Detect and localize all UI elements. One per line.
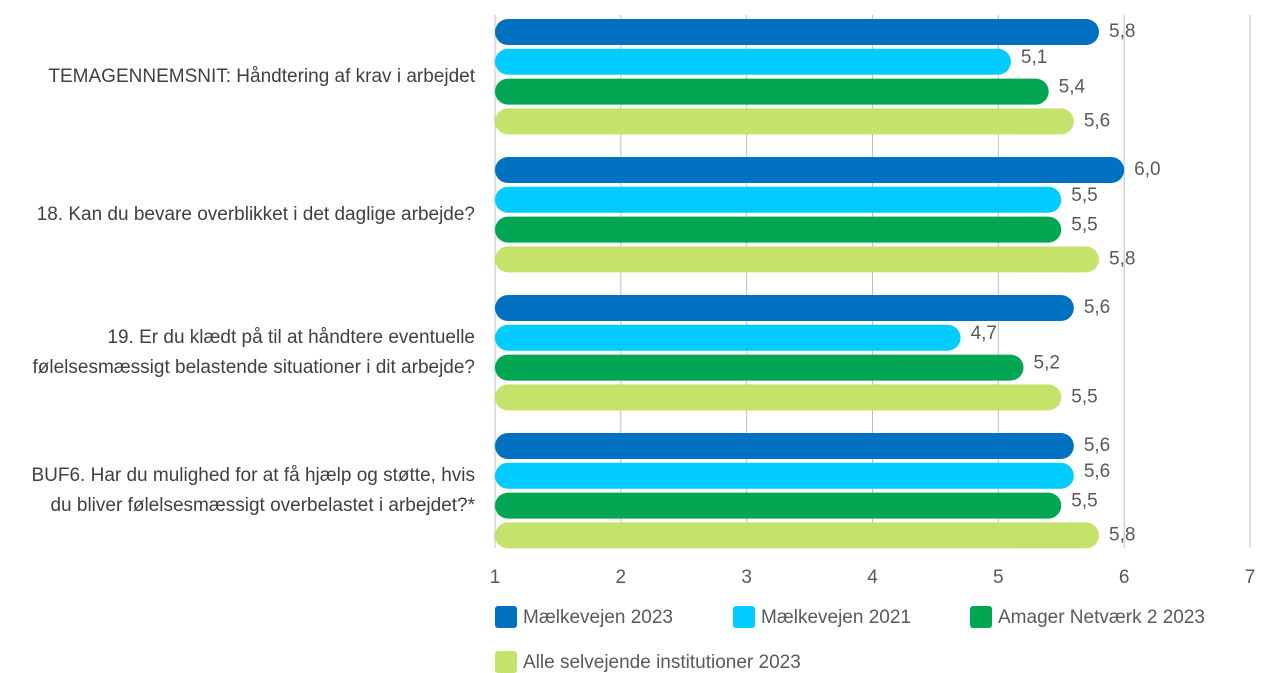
bar bbox=[495, 354, 1024, 381]
legend-label: Mælkevejen 2023 bbox=[523, 607, 673, 628]
legend-swatch bbox=[495, 651, 517, 673]
bar bbox=[495, 384, 1062, 411]
x-tick-label: 5 bbox=[993, 567, 1004, 588]
bar bbox=[495, 157, 1125, 183]
bar bbox=[495, 433, 1074, 459]
value-label: 5,5 bbox=[1071, 185, 1097, 206]
legend-swatch bbox=[970, 606, 992, 628]
value-label: 5,8 bbox=[1109, 21, 1135, 42]
value-label: 5,2 bbox=[1034, 353, 1060, 374]
bar bbox=[495, 462, 1074, 489]
value-label: 5,6 bbox=[1084, 297, 1110, 318]
legend-label: Amager Netværk 2 2023 bbox=[998, 607, 1205, 628]
x-tick-label: 7 bbox=[1245, 567, 1256, 588]
legend-swatch bbox=[733, 606, 755, 628]
value-label: 6,0 bbox=[1134, 159, 1160, 180]
value-label: 5,1 bbox=[1021, 47, 1047, 68]
value-label: 5,5 bbox=[1071, 215, 1097, 236]
x-tick-label: 2 bbox=[616, 567, 627, 588]
bar bbox=[495, 78, 1049, 105]
legend-label: Alle selvejende institutioner 2023 bbox=[523, 652, 801, 673]
bar bbox=[495, 295, 1074, 321]
value-label: 5,6 bbox=[1084, 110, 1110, 131]
category-label: 19. Er du klædt på til at håndtere event… bbox=[32, 326, 475, 378]
bar bbox=[495, 492, 1062, 519]
legend-label: Mælkevejen 2021 bbox=[761, 607, 911, 628]
x-tick-label: 6 bbox=[1119, 567, 1130, 588]
category-label: BUF6. Har du mulighed for at få hjælp og… bbox=[31, 464, 475, 516]
value-label: 5,6 bbox=[1084, 461, 1110, 482]
value-label: 5,4 bbox=[1059, 77, 1086, 98]
bar bbox=[495, 108, 1074, 135]
value-label: 5,5 bbox=[1071, 386, 1097, 407]
value-label: 5,8 bbox=[1109, 524, 1135, 545]
x-tick-label: 1 bbox=[490, 567, 501, 588]
value-label: 5,8 bbox=[1109, 248, 1135, 269]
bar bbox=[495, 216, 1062, 243]
category-label: TEMAGENNEMSNIT: Håndtering af krav i arb… bbox=[48, 65, 475, 87]
bar bbox=[495, 48, 1011, 75]
bar bbox=[495, 324, 961, 351]
bar bbox=[495, 19, 1099, 45]
x-tick-label: 3 bbox=[741, 567, 752, 588]
value-label: 4,7 bbox=[971, 323, 997, 344]
category-label: 18. Kan du bevare overblikket i det dagl… bbox=[36, 203, 475, 225]
value-label: 5,5 bbox=[1071, 491, 1097, 512]
x-tick-label: 4 bbox=[867, 567, 878, 588]
bar bbox=[495, 186, 1062, 213]
bar bbox=[495, 246, 1099, 273]
legend-swatch bbox=[495, 606, 517, 628]
value-label: 5,6 bbox=[1084, 435, 1110, 456]
bar bbox=[495, 522, 1099, 549]
